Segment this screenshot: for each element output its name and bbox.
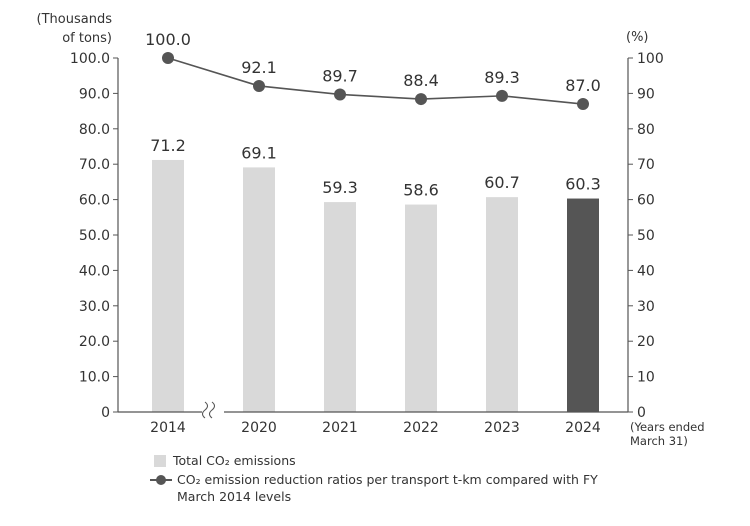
line-point: [334, 88, 346, 101]
x-tick-label: 2024: [565, 420, 601, 436]
x-tick-label: 2021: [322, 420, 358, 436]
line-data-label: 89.7: [322, 66, 358, 85]
line-point: [162, 52, 174, 64]
y-right-tick-label: 80: [637, 122, 655, 138]
y-axis-left-label-line: of tons): [62, 31, 112, 46]
y-right-tick-label: 10: [637, 370, 655, 386]
legend-swatch: [154, 455, 166, 467]
line-data-label: 100.0: [145, 30, 191, 49]
y-left-tick-label: 50.0: [79, 228, 110, 244]
bar-data-label: 71.2: [150, 136, 186, 155]
line-data-label: 87.0: [565, 76, 601, 95]
y-left-tick-label: 60.0: [79, 193, 110, 209]
bar: [324, 202, 356, 412]
y-axis-right-label: (%): [626, 30, 649, 45]
axes: 010.020.030.040.050.060.070.080.090.0100…: [70, 51, 664, 436]
y-right-tick-label: 100: [637, 51, 664, 67]
y-right-tick-label: 40: [637, 263, 655, 279]
legend-item-bar: Total CO₂ emissions: [150, 452, 617, 469]
line-point: [415, 93, 427, 106]
x-tick-label: 2014: [150, 420, 186, 436]
bar-data-label: 60.3: [565, 175, 601, 194]
x-tick-label: 2023: [484, 420, 520, 436]
y-axis-left-label: (Thousands of tons): [8, 10, 112, 48]
y-left-tick-label: 100.0: [70, 51, 110, 67]
bar: [567, 198, 599, 412]
bar-data-label: 58.6: [403, 181, 439, 200]
bar: [152, 159, 184, 412]
x-axis-label-line: March 31): [630, 434, 688, 448]
legend: Total CO₂ emissions CO₂ emission reducti…: [150, 452, 617, 507]
bar-data-label: 60.7: [484, 173, 520, 192]
y-left-tick-label: 10.0: [79, 370, 110, 386]
line-data-label: 92.1: [241, 58, 277, 77]
line-data-label: 88.4: [403, 71, 439, 90]
y-axis-left-label-line: (Thousands: [36, 12, 112, 27]
y-right-tick-label: 60: [637, 193, 655, 209]
series-line: [167, 57, 584, 105]
y-left-tick-label: 80.0: [79, 122, 110, 138]
x-axis-label: (Years ended March 31): [630, 420, 705, 448]
y-left-tick-label: 90.0: [79, 86, 110, 102]
x-tick-label: 2022: [403, 420, 439, 436]
bar-labels: 71.2 69.1 59.3 58.6 60.7 60.3: [150, 136, 601, 200]
line-point: [577, 98, 589, 111]
legend-label: CO₂ emission reduction ratios per transp…: [177, 472, 598, 504]
y-right-tick-label: 70: [637, 157, 655, 173]
axis-break-mark: [201, 401, 209, 419]
bar-data-label: 69.1: [241, 143, 277, 162]
legend-line-marker: [150, 471, 172, 488]
bar-series: [152, 159, 599, 412]
line-data-label: 89.3: [484, 68, 520, 87]
bar: [486, 197, 518, 412]
y-right-tick-label: 0: [637, 405, 646, 421]
line-labels: 100.0 92.1 89.7 88.4 89.3 87.0: [145, 30, 601, 95]
y-right-tick-label: 30: [637, 299, 655, 315]
y-left-tick-label: 40.0: [79, 263, 110, 279]
y-left-tick-label: 70.0: [79, 157, 110, 173]
legend-label: Total CO₂ emissions: [173, 453, 296, 468]
y-right-tick-label: 90: [637, 86, 655, 102]
x-axis-label-line: (Years ended: [630, 420, 705, 434]
x-tick-label: 2020: [241, 420, 277, 436]
y-left-tick-label: 30.0: [79, 299, 110, 315]
bar: [405, 204, 437, 412]
line-series: [162, 52, 589, 111]
y-left-tick-label: 0: [101, 405, 110, 421]
line-point: [496, 89, 508, 102]
bar-data-label: 59.3: [322, 178, 358, 197]
line-point: [253, 79, 265, 92]
y-right-tick-label: 20: [637, 334, 655, 350]
bar: [243, 167, 275, 412]
y-left-tick-label: 20.0: [79, 334, 110, 350]
y-right-tick-label: 50: [637, 228, 655, 244]
axis-break-mark: [208, 401, 216, 419]
legend-item-line: CO₂ emission reduction ratios per transp…: [150, 471, 617, 505]
